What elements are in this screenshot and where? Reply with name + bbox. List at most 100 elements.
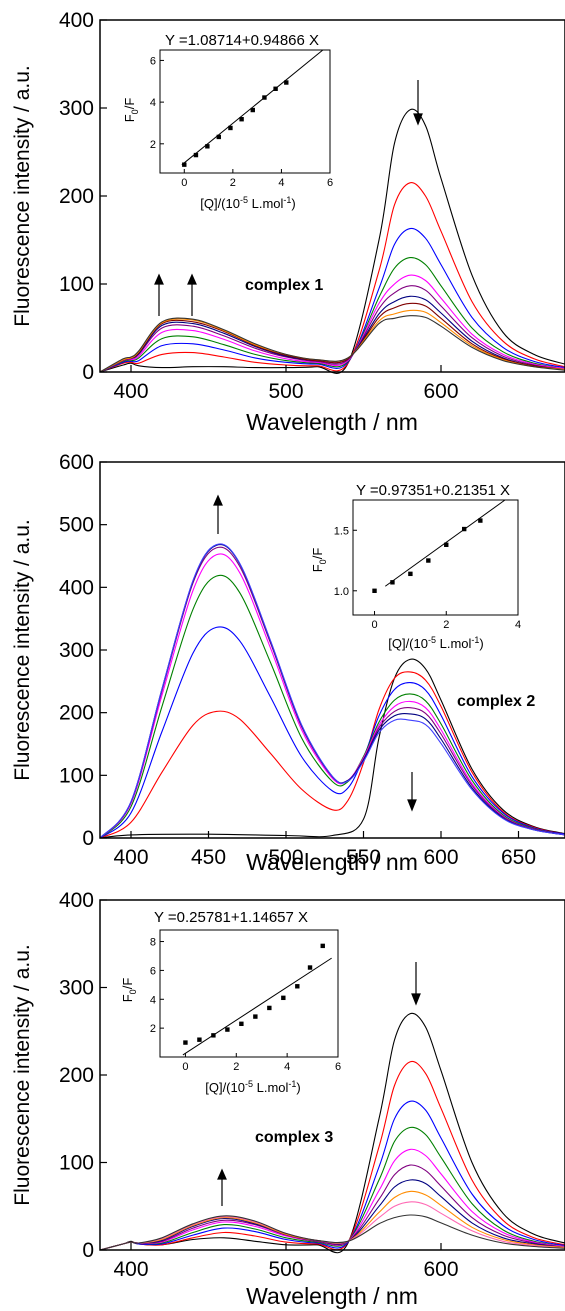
inset-ticks: 0 2 4 1.0 1.5 [334, 525, 521, 631]
inset-x-tick-label: 4 [284, 1061, 290, 1073]
inset-plot: 0 2 4 6 2 4 6 8 Y =0.25781+1.14657 X [Q]/(10-5 … [120, 909, 341, 1095]
y-tick-label: 300 [59, 977, 94, 1000]
x-tick-label: 500 [268, 380, 303, 403]
inset-data-point [253, 1014, 258, 1019]
inset-x-tick-label: 6 [327, 177, 333, 189]
inset-points [182, 80, 289, 167]
y-tick-label: 200 [59, 185, 94, 208]
inset-equation: Y =1.08714+0.94866 X [165, 32, 319, 49]
inset-data-point [461, 526, 467, 532]
inset-x-tick-label: 6 [335, 1061, 341, 1073]
inset-x-tick-label: 4 [515, 619, 521, 631]
axis-ticks: 400 450 500 550 600 650 0 100 200 300 400 500 600 [59, 451, 536, 869]
y-tick-label: 100 [59, 764, 94, 787]
y-tick-label: 400 [59, 889, 94, 912]
y-axis-title: Fluorescence intensity / a.u. [11, 519, 34, 780]
inset-x-label: [Q]/(10-5 L.mol-1) [388, 635, 484, 651]
inset-data-point [426, 558, 431, 563]
y-tick-label: 0 [82, 361, 94, 384]
spectrum-series-1 [99, 1060, 565, 1251]
x-tick-label: 450 [191, 846, 226, 869]
y-tick-label: 200 [59, 702, 94, 725]
y-axis-title: Fluorescence intensity / a.u. [11, 944, 34, 1205]
inset-x-tick-label: 2 [230, 177, 236, 189]
y-tick-label: 500 [59, 514, 94, 537]
annotation-label: complex 1 [245, 277, 323, 294]
y-tick-label: 300 [59, 639, 94, 662]
x-tick-label: 400 [113, 1258, 148, 1281]
inset-y-label: F0/F [310, 548, 328, 573]
spectrum-series-7 [99, 543, 565, 839]
inset-y-tick-label: 8 [150, 937, 156, 949]
inset-data-point [307, 965, 313, 970]
spectrum-lines [99, 1012, 565, 1254]
spectrum-series-1 [99, 182, 565, 373]
inset-x-tick-label: 4 [278, 177, 284, 189]
x-tick-label: 500 [268, 1258, 303, 1281]
inset-data-point [408, 571, 413, 577]
spectrum-series-0 [99, 658, 565, 839]
y-tick-label: 0 [82, 1239, 94, 1262]
spectrum-lines [99, 543, 565, 839]
x-tick-label: 500 [268, 846, 303, 869]
inset-data-point [372, 588, 377, 593]
inset-data-point [267, 1005, 272, 1011]
inset-y-tick-label: 4 [150, 97, 156, 109]
x-axis-title: Wavelength / nm [246, 409, 418, 435]
inset-data-point [182, 162, 187, 167]
inset-data-point [197, 1037, 202, 1042]
inset-x-label: [Q]/(10-5 L.mol-1) [205, 1079, 301, 1095]
spectrum-series-5 [99, 285, 565, 373]
inset-data-point [239, 1021, 244, 1027]
inset-data-point [320, 943, 325, 949]
inset-data-point [281, 995, 286, 1001]
x-tick-label: 550 [346, 846, 381, 869]
spectrum-series-2 [99, 1100, 565, 1251]
inset-x-tick-label: 2 [233, 1061, 239, 1073]
inset-frame [159, 49, 331, 174]
inset-data-point [262, 95, 267, 100]
x-tick-label: 400 [113, 846, 148, 869]
inset-y-tick-label: 4 [150, 994, 156, 1006]
inset-ticks: 0 2 4 6 2 4 6 [150, 55, 333, 189]
inset-data-point [205, 144, 210, 149]
x-axis-title: Wavelength / nm [246, 1283, 418, 1309]
x-tick-label: 600 [423, 1258, 458, 1281]
axis-ticks: 400 500 600 0 100 200 300 400 [59, 889, 459, 1281]
annotation-label: complex 3 [255, 1129, 333, 1146]
inset-frame [159, 929, 339, 1058]
inset-y-label: F0/F [122, 98, 140, 123]
inset-data-point [183, 1040, 188, 1045]
x-tick-label: 400 [113, 380, 148, 403]
inset-equation: Y =0.25781+1.14657 X [154, 909, 308, 926]
inset-data-point [216, 134, 221, 140]
y-tick-label: 200 [59, 1064, 94, 1087]
inset-data-point [284, 80, 289, 85]
inset-plot: 0 2 4 1.0 1.5 Y =0.97351+0.21351 X [Q]/(10-5… [310, 482, 521, 651]
y-tick-label: 100 [59, 273, 94, 296]
spectrum-series-2 [99, 626, 565, 839]
inset-y-tick-label: 1.0 [334, 586, 349, 598]
y-tick-label: 600 [59, 451, 94, 474]
inset-data-point [193, 152, 199, 158]
inset-x-tick-label: 0 [181, 177, 187, 189]
inset-data-point [390, 580, 395, 585]
inset-x-tick-label: 0 [182, 1061, 188, 1073]
chart-panel-complex-1: 400 500 600 0 100 200 300 400 Wavelength / nm F… [11, 9, 565, 435]
annotation-label: complex 2 [457, 693, 535, 710]
inset-x-label: [Q]/(10-5 L.mol-1) [200, 195, 296, 211]
inset-y-tick-label: 6 [150, 965, 156, 977]
inset-x-tick-label: 0 [371, 619, 377, 631]
inset-data-point [273, 86, 278, 91]
inset-x-tick-label: 2 [443, 619, 449, 631]
inset-data-point [228, 125, 233, 131]
inset-y-label: F0/F [120, 978, 138, 1003]
y-tick-label: 400 [59, 9, 94, 32]
x-tick-label: 600 [423, 380, 458, 403]
inset-plot: 0 2 4 6 2 4 6 Y =1.08714+0.94866 X [Q]/(10-5 L… [122, 32, 333, 211]
chart-panel-complex-2: 400 450 500 550 600 650 0 100 200 300 400 500 600 Wa… [11, 451, 565, 875]
trend-arrows [154, 80, 423, 316]
inset-y-tick-label: 6 [150, 55, 156, 67]
inset-data-point [211, 1033, 216, 1038]
chart-panel-complex-3: 400 500 600 0 100 200 300 400 Wavelength / nm F… [11, 889, 565, 1309]
